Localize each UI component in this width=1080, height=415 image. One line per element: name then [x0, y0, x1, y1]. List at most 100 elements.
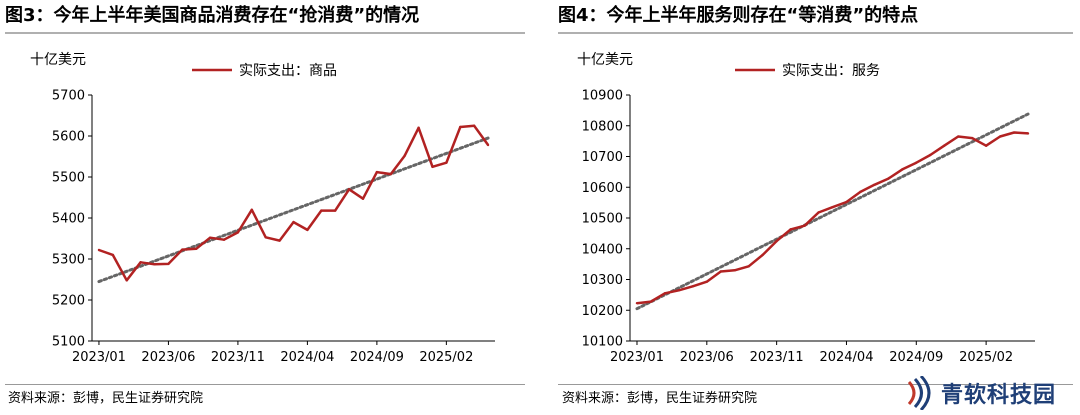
trendline: [97, 136, 490, 284]
data-point: [803, 224, 806, 227]
x-tick-label: 2024/04: [819, 350, 873, 365]
data-point: [222, 238, 226, 241]
data-point: [417, 126, 420, 129]
title-rule-goods: [5, 32, 525, 34]
source-note-goods: 资料来源：彭博，民生证券研究院: [8, 391, 204, 406]
data-point: [956, 135, 960, 138]
data-point: [635, 301, 639, 305]
data-point: [347, 188, 351, 191]
data-point: [845, 200, 848, 204]
y-tick-label: 10800: [582, 119, 623, 134]
data-point: [663, 292, 667, 295]
data-point: [970, 136, 974, 140]
x-tick-label: 2025/02: [419, 350, 473, 365]
legend-label: 实际支出：服务: [782, 63, 880, 79]
data-point: [873, 183, 876, 186]
data-point: [195, 247, 198, 250]
data-point: [111, 253, 115, 257]
data-point: [333, 209, 337, 212]
title-rule-services: [558, 32, 1073, 34]
data-point: [431, 165, 434, 168]
y-tick-label: 10400: [582, 242, 623, 257]
y-tick-label: 5300: [52, 253, 85, 268]
y-tick-label: 5200: [52, 294, 85, 309]
watermark-text: 青软科技园: [941, 383, 1057, 408]
y-tick-label: 5100: [52, 335, 85, 350]
source-rule-goods: [5, 384, 525, 385]
data-point: [167, 262, 170, 266]
x-tick-label: 2023/11: [211, 350, 265, 365]
data-point: [761, 253, 764, 257]
data-point: [1026, 132, 1030, 135]
x-tick-label: 2023/01: [610, 350, 664, 365]
x-tick-label: 2023/01: [72, 350, 126, 365]
source-rule-services: [558, 384, 1073, 385]
signal-waves-icon: [907, 376, 931, 410]
y-tick-label: 10700: [582, 150, 623, 165]
y-tick-label: 5500: [52, 171, 85, 186]
legend-label: 实际支出：商品: [239, 63, 337, 79]
data-point: [747, 265, 750, 268]
data-point: [705, 280, 709, 283]
data-point: [733, 269, 736, 272]
data-point: [181, 248, 184, 251]
x-tick-label: 2025/02: [959, 350, 1013, 365]
data-point: [943, 144, 946, 147]
unit-label: 十亿美元: [30, 52, 86, 68]
data-point: [831, 206, 834, 209]
data-point: [677, 289, 681, 292]
data-point: [139, 261, 142, 264]
data-point: [775, 239, 778, 243]
series-line: [98, 124, 490, 282]
data-point: [389, 172, 392, 176]
y-tick-label: 10600: [582, 181, 623, 196]
data-point: [445, 161, 448, 164]
y-tick-label: 5700: [52, 89, 85, 104]
data-point: [817, 211, 820, 214]
data-point: [719, 270, 722, 273]
data-point: [472, 124, 476, 127]
y-tick-label: 5600: [52, 130, 85, 145]
data-point: [789, 228, 792, 231]
y-tick-label: 10300: [582, 273, 623, 288]
data-point: [1012, 131, 1016, 134]
panel-title-services: 图4：今年上半年服务则存在“等消费”的特点: [558, 5, 919, 26]
x-tick-label: 2024/09: [350, 350, 404, 365]
y-tick-label: 10200: [582, 304, 623, 319]
data-point: [361, 197, 365, 200]
panel-title-goods: 图3：今年上半年美国商品消费存在“抢消费”的情况: [5, 5, 420, 26]
y-tick-label: 10100: [582, 335, 623, 350]
x-tick-label: 2023/11: [750, 350, 804, 365]
data-point: [915, 161, 918, 164]
data-point: [278, 239, 281, 242]
x-tick-label: 2023/06: [141, 350, 195, 365]
data-point: [306, 228, 309, 232]
data-point: [901, 168, 904, 171]
watermark: 青软科技园: [905, 373, 1056, 413]
data-point: [153, 263, 156, 266]
data-point: [459, 125, 462, 129]
data-point: [984, 144, 988, 147]
data-point: [208, 236, 212, 239]
data-point: [292, 220, 295, 224]
source-note-services: 资料来源：彭博，民生证券研究院: [562, 391, 758, 406]
data-point: [403, 154, 406, 157]
data-point: [649, 300, 653, 303]
data-point: [929, 153, 932, 157]
data-point: [486, 143, 490, 147]
data-point: [97, 248, 101, 252]
data-point: [859, 190, 862, 194]
y-tick-label: 10500: [582, 212, 623, 227]
unit-label: 十亿美元: [577, 52, 633, 68]
data-point: [236, 231, 240, 234]
series-line: [636, 131, 1029, 305]
data-point: [375, 170, 379, 174]
data-point: [887, 177, 890, 180]
data-point: [264, 236, 267, 239]
y-tick-label: 5400: [52, 212, 85, 227]
y-tick-label: 10900: [582, 89, 623, 104]
data-point: [320, 209, 323, 212]
x-tick-label: 2023/06: [680, 350, 734, 365]
